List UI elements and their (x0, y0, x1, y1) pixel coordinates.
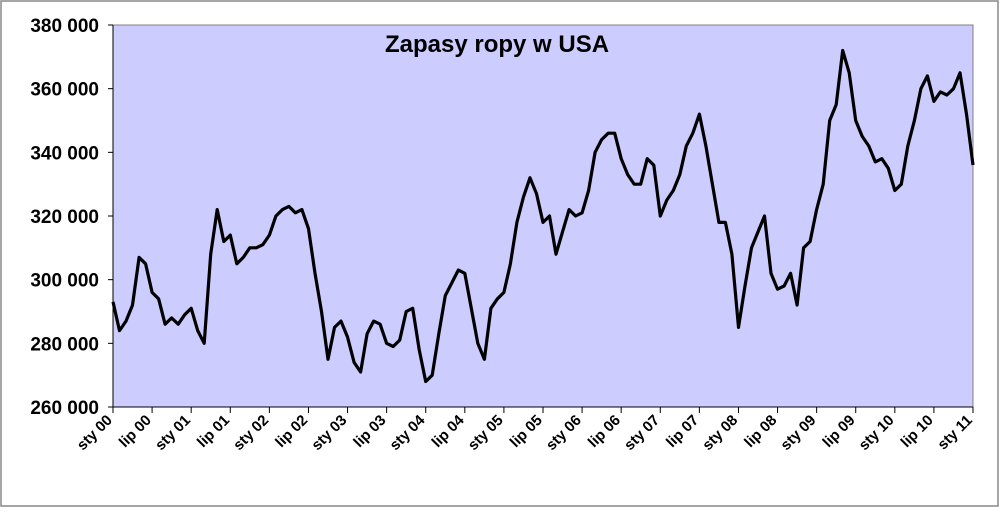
y-tick-label: 260 000 (30, 398, 99, 419)
y-tick-label: 300 000 (30, 271, 99, 292)
data-line (111, 48, 975, 384)
y-tick-label: 360 000 (30, 80, 99, 101)
y-tick-label: 340 000 (30, 143, 99, 164)
y-tick-label: 320 000 (30, 207, 99, 228)
y-tick-label: 380 000 (30, 16, 99, 37)
y-tick-label: 280 000 (30, 334, 99, 355)
chart-title: Zapasy ropy w USA (385, 31, 609, 58)
